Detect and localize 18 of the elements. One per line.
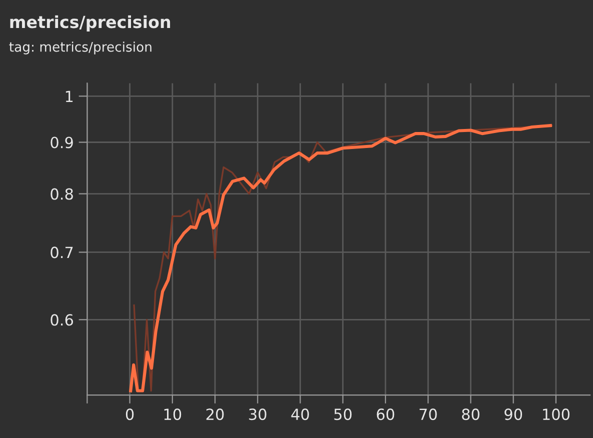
x-tick-label: 20 [206,408,224,420]
y-tick-label: 1 [66,90,73,102]
y-tick-label: 0.9 [50,136,73,148]
y-tick-label: 0.6 [50,314,74,326]
y-tick-label: 0.7 [50,246,73,258]
x-tick-label: 40 [291,408,309,420]
x-tick-label: 30 [249,408,266,420]
y-tick-label: 0.8 [50,188,73,200]
x-tick-label: 100 [543,408,570,420]
x-tick-label: 90 [504,408,522,420]
x-tick-label: 0 [126,408,134,420]
x-tick-label: 50 [334,408,352,420]
chart-title: metrics/precision [10,15,170,32]
chart-subtitle: tag: metrics/precision [9,42,152,54]
x-tick-label: 70 [420,408,437,420]
x-tick-label: 10 [164,408,182,420]
x-tick-label: 80 [462,408,480,420]
x-tick-label: 60 [376,408,394,420]
